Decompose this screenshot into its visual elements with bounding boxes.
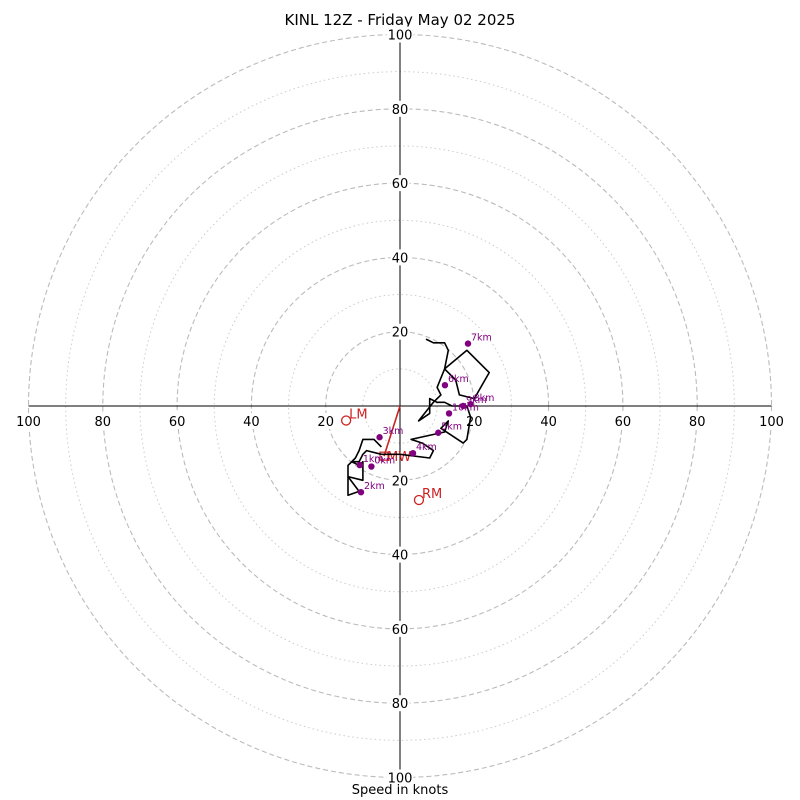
tick-label: 60 <box>615 415 632 430</box>
chart-title: KINL 12Z - Friday May 02 2025 <box>284 11 516 29</box>
tick-label: 60 <box>169 415 186 430</box>
tick-label-bg <box>390 175 410 192</box>
tick-label: 100 <box>16 415 41 430</box>
tick-label-bg <box>390 100 410 117</box>
tick-label-bg <box>390 620 410 637</box>
height-marker-dot <box>356 461 364 469</box>
tick-label-bg <box>390 249 410 266</box>
tick-label-bg <box>390 546 410 563</box>
tick-label-bg <box>758 413 785 429</box>
tick-label-bg <box>15 413 42 429</box>
tick-label: 80 <box>392 103 409 118</box>
tick-label: 80 <box>95 415 112 430</box>
height-marker-label: 0km <box>374 456 395 467</box>
height-marker-label: 5km <box>441 422 462 433</box>
height-marker-label: 4km <box>416 442 437 453</box>
height-marker-dot <box>409 449 417 457</box>
rm-storm-motion-marker <box>413 494 425 506</box>
tick-label: 80 <box>689 415 706 430</box>
tick-label: 40 <box>392 549 409 564</box>
height-marker-label: 7km <box>471 333 492 344</box>
lm-storm-motion-marker <box>340 415 352 426</box>
mean-wind-vector <box>383 405 401 457</box>
height-marker-dot <box>441 381 449 389</box>
height-marker-label: 9km <box>466 395 487 406</box>
tick-label: 100 <box>388 772 413 787</box>
tick-label-bg <box>167 413 187 429</box>
height-marker-dot <box>467 400 474 408</box>
mean-wind-marker <box>379 451 389 461</box>
tick-label-bg <box>613 413 633 429</box>
tick-label-bg <box>390 472 410 489</box>
height-marker-dot <box>459 402 467 410</box>
tick-label-bg <box>241 413 261 429</box>
tick-label: 100 <box>388 29 413 44</box>
height-marker-label: 3km <box>383 426 404 437</box>
tick-label-bg <box>316 413 336 429</box>
height-marker-dot <box>445 410 453 417</box>
tick-label-bg <box>539 413 559 429</box>
height-marker-label: 1km <box>363 454 384 465</box>
tick-label: 40 <box>243 415 260 430</box>
tick-label-bg <box>386 26 414 43</box>
height-marker-label: 2km <box>364 481 385 492</box>
height-marker-label: 8km <box>474 393 495 404</box>
height-marker-dot <box>435 429 442 436</box>
lm-storm-motion-label: LM <box>349 407 367 422</box>
tick-label: 100 <box>759 415 784 430</box>
height-marker-label: 10km <box>452 402 479 413</box>
x-axis-label: Speed in knots <box>351 783 449 798</box>
height-marker-dot <box>357 488 365 496</box>
height-marker-dot <box>464 340 472 347</box>
tick-label: 60 <box>392 177 409 192</box>
rm-storm-motion-label: RM <box>422 487 442 502</box>
tick-label: 20 <box>392 474 409 489</box>
tick-label-bg <box>390 695 410 712</box>
tick-label: 80 <box>392 697 409 712</box>
height-marker-dot <box>368 463 375 470</box>
height-marker-label: 6km <box>448 374 469 385</box>
tick-label: 20 <box>317 415 334 430</box>
tick-label: 40 <box>540 415 557 430</box>
tick-label-bg <box>390 323 410 340</box>
tick-label: 60 <box>392 623 409 638</box>
height-marker-dot <box>376 434 383 441</box>
tick-label-bg <box>687 413 707 429</box>
tick-label: 20 <box>392 326 409 341</box>
tick-label: 40 <box>392 251 409 266</box>
tick-label-bg <box>93 413 113 429</box>
wind-trace <box>347 338 491 497</box>
tick-label-bg <box>386 769 414 786</box>
wind-trace-layer <box>347 338 491 497</box>
